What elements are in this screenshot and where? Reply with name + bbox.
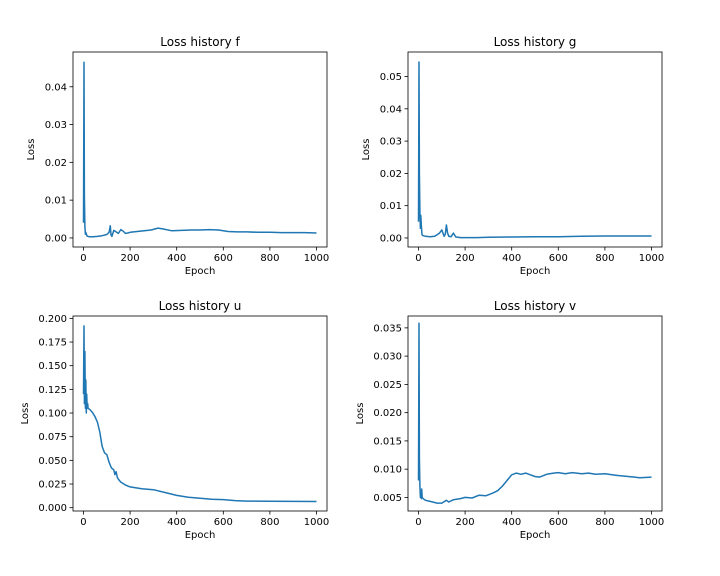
y-tick-label: 0.020 <box>373 408 402 419</box>
x-tick-label: 800 <box>595 517 614 528</box>
chart-title: Loss history v <box>494 299 576 313</box>
x-tick-label: 400 <box>167 253 186 264</box>
x-axis-label: Epoch <box>185 530 216 541</box>
subplot-f: Loss history f 0 200 400 600 800 1000 0.00 0.01 0… <box>26 35 329 277</box>
x-tick-label: 0 <box>415 517 421 528</box>
y-tick-label: 0.125 <box>38 385 67 396</box>
x-tick-label: 0 <box>80 253 86 264</box>
y-tick-label: 0.035 <box>373 323 402 334</box>
x-tick-label: 200 <box>456 517 475 528</box>
x-tick-label: 400 <box>167 517 186 528</box>
y-tick-label: 0.04 <box>45 82 67 93</box>
y-axis-label: Loss <box>26 139 37 161</box>
subplot-u: Loss history u 0 200 400 600 800 1000 0.000 0.02… <box>20 299 329 541</box>
x-tick-label: 0 <box>80 517 86 528</box>
x-axis-label: Epoch <box>185 266 216 277</box>
chart-title: Loss history f <box>160 35 240 49</box>
y-tick-label: 0.02 <box>380 169 402 180</box>
y-axis-label: Loss <box>361 139 372 161</box>
loss-line <box>417 61 652 239</box>
y-tick-label: 0.00 <box>380 233 402 244</box>
y-tick-label: 0.005 <box>373 493 402 504</box>
y-tick-label: 0.150 <box>38 361 67 372</box>
y-tick-label: 0.03 <box>380 137 402 148</box>
y-tick-label: 0.02 <box>45 158 67 169</box>
axes-frame <box>407 51 663 248</box>
y-axis-label: Loss <box>355 403 366 425</box>
x-tick-label: 800 <box>260 253 279 264</box>
x-tick-label: 200 <box>121 517 140 528</box>
y-tick-label: 0.100 <box>38 409 67 420</box>
x-tick-label: 600 <box>214 253 233 264</box>
subplot-g: Loss history g 0 200 400 600 800 1000 0.00 0.01 0… <box>361 35 664 277</box>
x-axis-label: Epoch <box>520 266 551 277</box>
y-tick-label: 0.00 <box>45 233 67 244</box>
x-tick-label: 1000 <box>304 253 329 264</box>
y-tick-label: 0.075 <box>38 432 67 443</box>
x-tick-label: 200 <box>121 253 140 264</box>
y-tick-label: 0.030 <box>373 352 402 363</box>
axes-frame <box>72 315 328 512</box>
chart-title: Loss history u <box>159 299 242 313</box>
y-tick-label: 0.010 <box>373 465 402 476</box>
axes-frame <box>72 51 328 248</box>
loss-line <box>417 322 652 504</box>
x-tick-label: 400 <box>502 253 521 264</box>
y-tick-label: 0.050 <box>38 456 67 467</box>
y-tick-label: 0.200 <box>38 314 67 325</box>
x-tick-label: 200 <box>456 253 475 264</box>
x-tick-label: 800 <box>260 517 279 528</box>
x-tick-label: 1000 <box>304 517 329 528</box>
x-tick-label: 600 <box>549 253 568 264</box>
y-tick-label: 0.01 <box>45 196 67 207</box>
y-tick-label: 0.025 <box>373 380 402 391</box>
y-tick-label: 0.05 <box>380 72 402 83</box>
loss-line <box>82 325 317 503</box>
y-tick-label: 0.04 <box>380 104 402 115</box>
y-tick-label: 0.000 <box>38 503 67 514</box>
x-axis-label: Epoch <box>520 530 551 541</box>
x-tick-label: 400 <box>502 517 521 528</box>
subplot-v: Loss history v 0 200 400 600 800 1000 0.005 0.01… <box>355 299 664 541</box>
chart-title: Loss history g <box>494 35 577 49</box>
y-axis-label: Loss <box>20 403 31 425</box>
x-tick-label: 0 <box>415 253 421 264</box>
x-tick-label: 600 <box>214 517 233 528</box>
x-tick-label: 600 <box>549 517 568 528</box>
y-tick-label: 0.01 <box>380 201 402 212</box>
y-tick-label: 0.015 <box>373 436 402 447</box>
x-tick-label: 1000 <box>639 253 664 264</box>
y-tick-label: 0.03 <box>45 120 67 131</box>
x-tick-label: 800 <box>595 253 614 264</box>
x-tick-label: 1000 <box>639 517 664 528</box>
y-tick-label: 0.025 <box>38 480 67 491</box>
loss-line <box>82 61 317 238</box>
y-tick-label: 0.175 <box>38 338 67 349</box>
axes-frame <box>407 315 663 512</box>
